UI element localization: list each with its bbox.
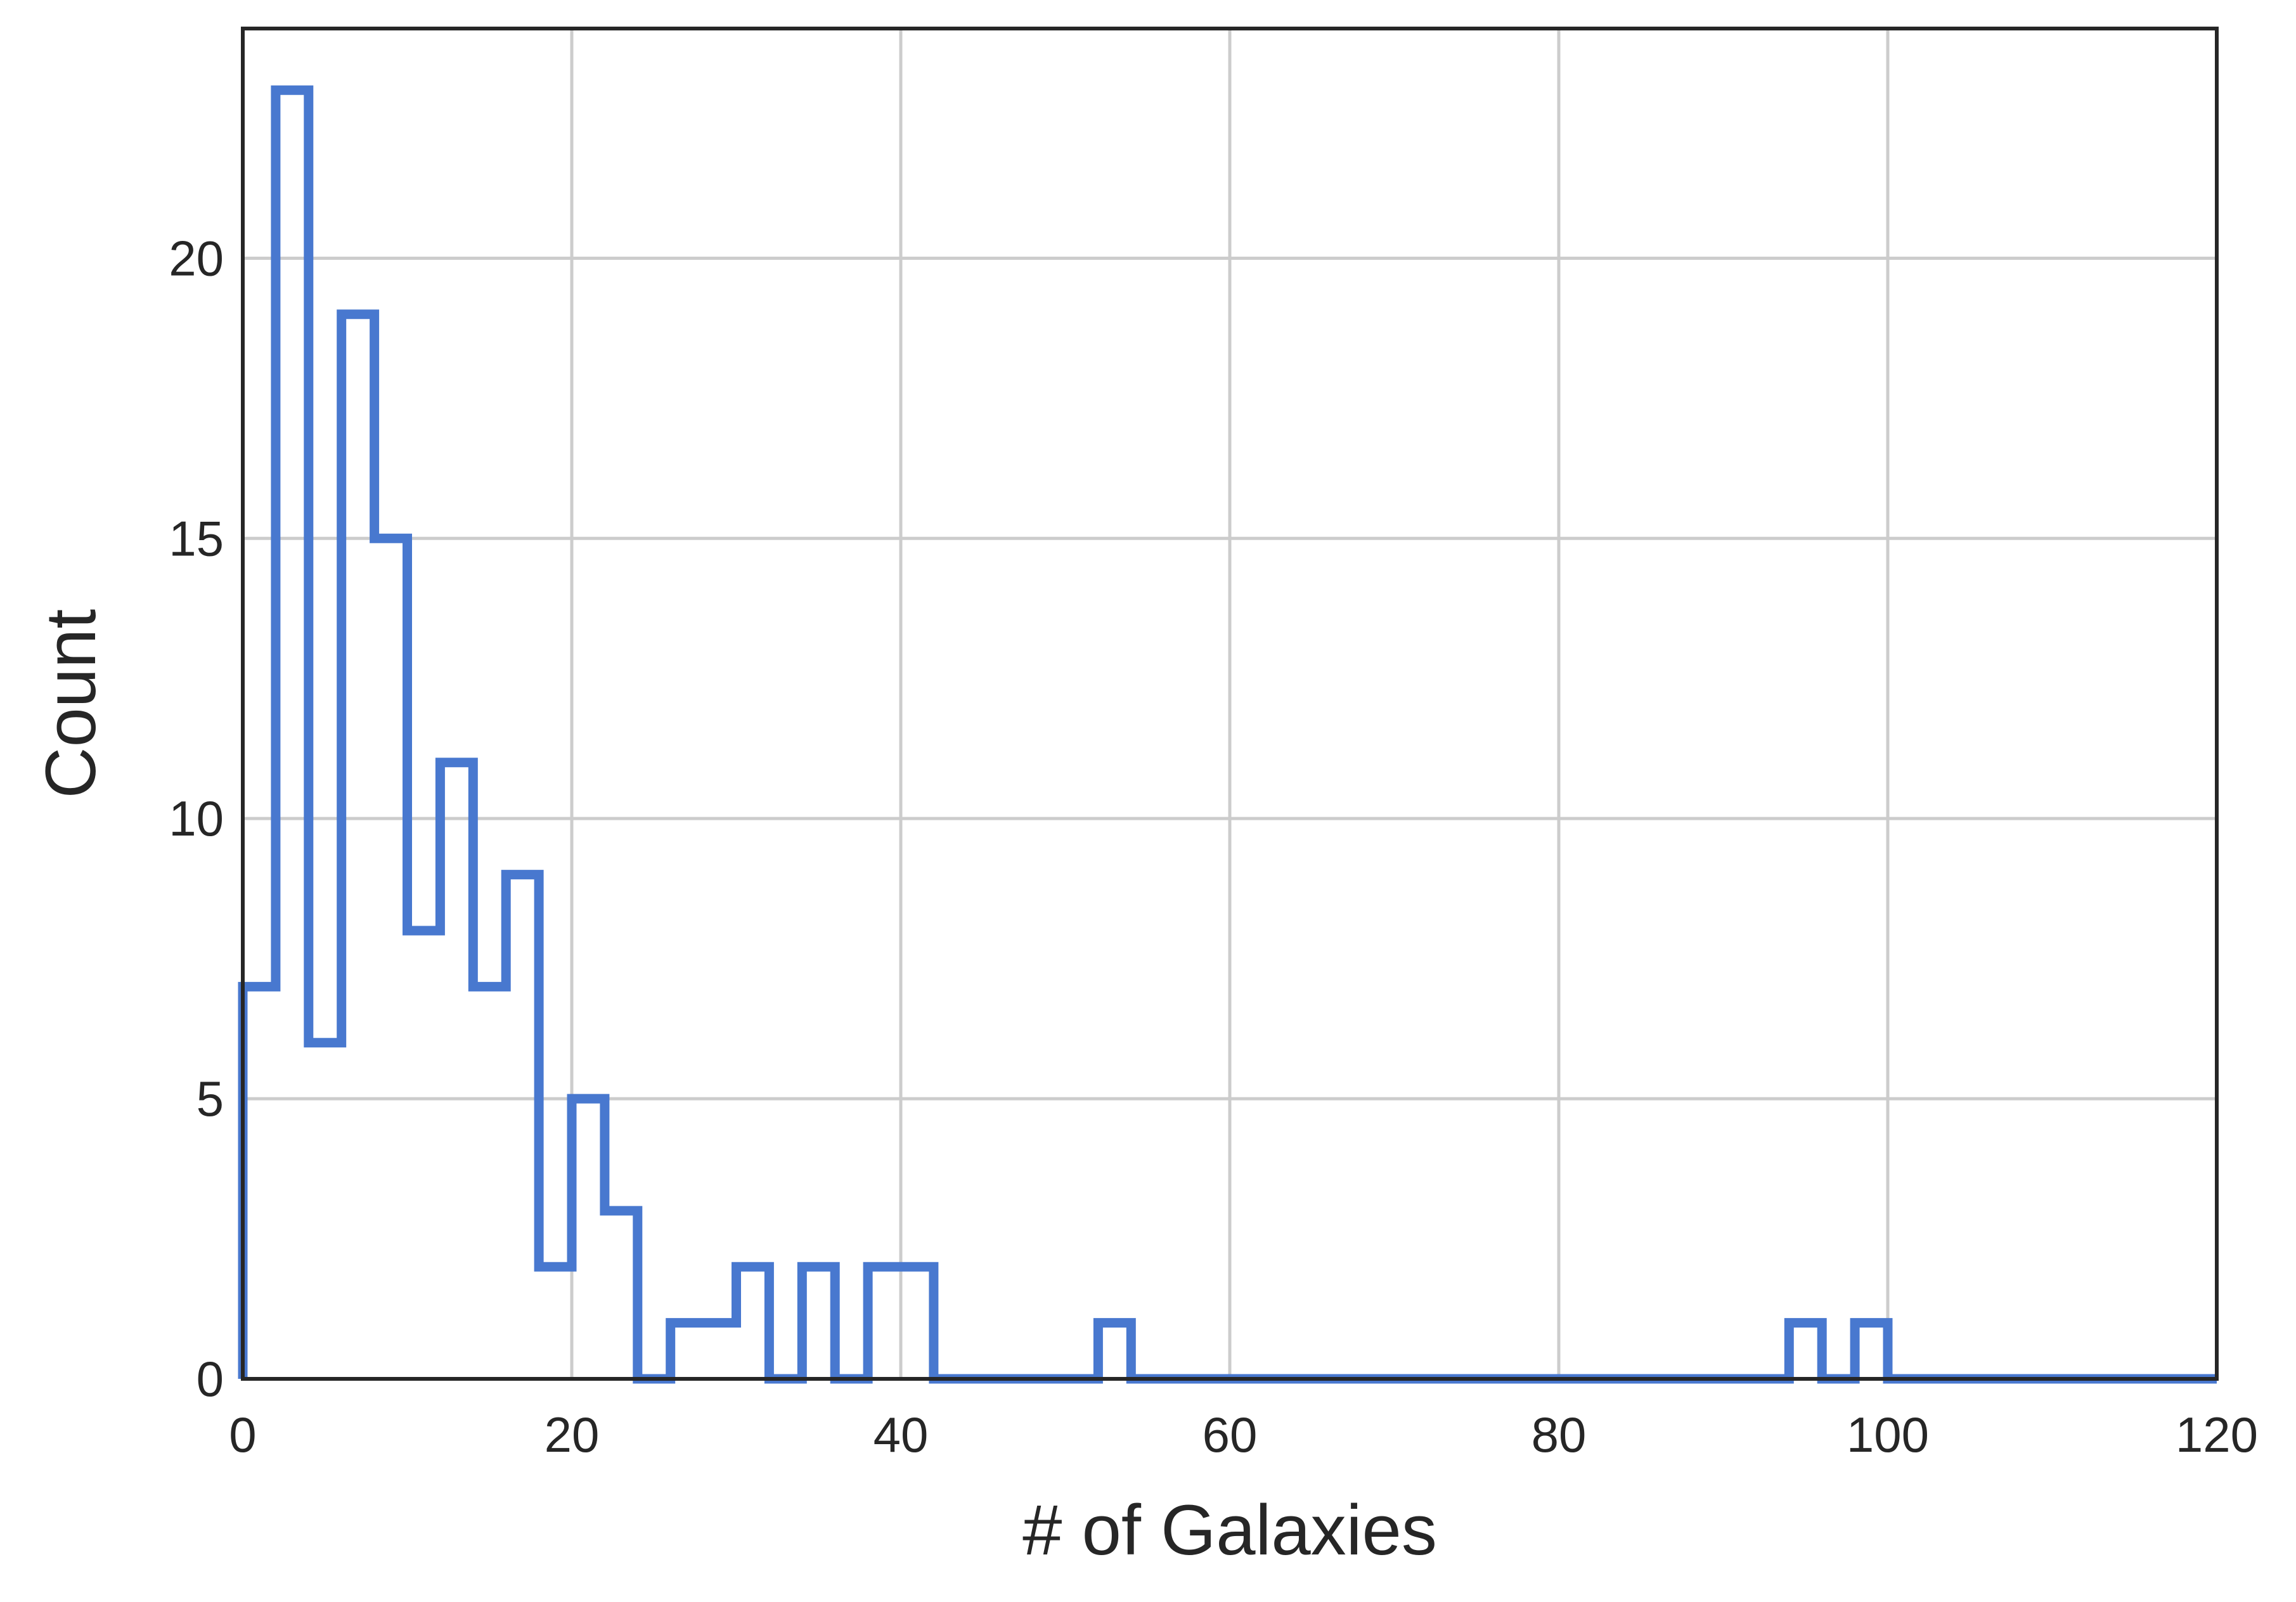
plot-frame	[241, 27, 2219, 1381]
y-tick-label-0: 0	[197, 1351, 224, 1407]
x-tick-label-100: 100	[1847, 1407, 1929, 1463]
x-tick-label-120: 120	[2176, 1407, 2258, 1463]
y-tick-label-5: 5	[197, 1071, 224, 1127]
x-axis-label: # of Galaxies	[1022, 1490, 1437, 1570]
y-tick-label-10: 10	[169, 791, 224, 846]
y-tick-label-15: 15	[169, 510, 224, 566]
tick-label-layer: 0 20 40 60 80 100 120 0 5 10 15 20	[169, 230, 2258, 1463]
y-axis-label: Count	[31, 609, 110, 799]
x-tick-label-60: 60	[1203, 1407, 1258, 1463]
grid-layer	[243, 29, 2217, 1379]
x-tick-label-20: 20	[545, 1407, 600, 1463]
y-tick-label-20: 20	[169, 230, 224, 286]
x-tick-label-40: 40	[874, 1407, 929, 1463]
x-tick-label-0: 0	[229, 1407, 256, 1463]
x-tick-label-80: 80	[1532, 1407, 1587, 1463]
